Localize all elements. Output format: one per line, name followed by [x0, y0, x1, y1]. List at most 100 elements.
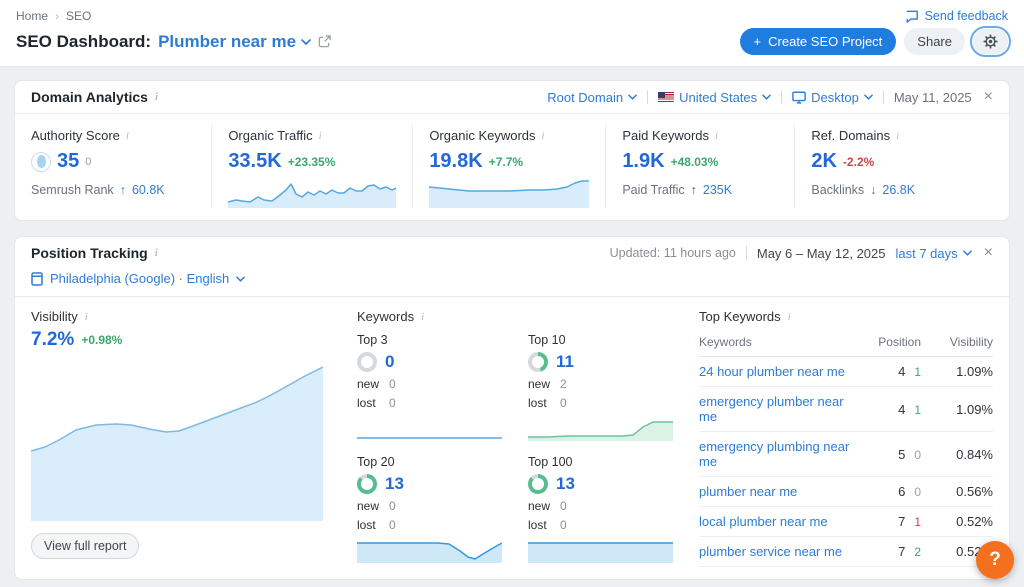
- info-icon[interactable]: i: [154, 247, 158, 259]
- bucket-value[interactable]: 0: [385, 352, 395, 371]
- chevron-down-icon: [628, 94, 637, 100]
- bucket-top-100: Top 100 13 new 0 lost 0: [528, 455, 673, 563]
- metric-authority-score: Authority Score i 35 0 Semrush Rank ↑ 60.…: [15, 125, 211, 208]
- bucket-label: Top 10: [528, 333, 566, 347]
- new-label: new: [528, 499, 551, 513]
- breadcrumb-home[interactable]: Home: [16, 9, 49, 23]
- info-icon[interactable]: i: [84, 310, 88, 323]
- sub-label: Paid Traffic: [622, 183, 685, 197]
- metric-value[interactable]: 1.9K: [622, 150, 665, 172]
- bucket-value[interactable]: 11: [556, 352, 574, 371]
- metric-change: +23.35%: [287, 154, 336, 169]
- divider: [647, 90, 649, 104]
- metric-value[interactable]: 33.5K: [228, 150, 282, 172]
- project-selector[interactable]: Plumber near me: [158, 32, 311, 52]
- info-icon[interactable]: i: [318, 129, 322, 142]
- info-icon[interactable]: i: [421, 310, 425, 323]
- visibility-value: 7.2%: [31, 329, 75, 350]
- top-keywords-table: Keywords Position Visibility 24 hour plu…: [699, 332, 993, 567]
- sub-value[interactable]: 60.8K: [131, 183, 165, 197]
- position-change: 0: [914, 485, 921, 499]
- close-icon[interactable]: ×: [983, 88, 993, 105]
- lost-label: lost: [528, 518, 547, 532]
- top-keywords-section: Top Keywords i Keywords Position Visibil…: [699, 309, 993, 567]
- top-bar: Home › SEO Send feedback SEO Dashboard: …: [0, 0, 1024, 67]
- project-name: Plumber near me: [158, 31, 297, 51]
- keyword-link[interactable]: local plumber near me: [699, 506, 855, 537]
- bucket-label: Top 100: [528, 455, 573, 469]
- info-icon[interactable]: i: [715, 129, 719, 142]
- sub-label: Semrush Rank: [31, 183, 114, 197]
- settings-button[interactable]: [970, 26, 1011, 57]
- col-header-visibility: Visibility: [921, 332, 993, 357]
- info-icon[interactable]: i: [787, 310, 791, 323]
- info-icon[interactable]: i: [154, 91, 159, 103]
- metric-label: Ref. Domains: [811, 128, 891, 143]
- metric-label: Organic Keywords: [429, 128, 536, 143]
- sub-value[interactable]: 26.8K: [882, 183, 916, 197]
- root-domain-dropdown[interactable]: Root Domain: [547, 90, 637, 105]
- plus-icon: +: [753, 34, 762, 49]
- visibility-cell: 1.09%: [921, 386, 993, 432]
- breadcrumb-seo[interactable]: SEO: [66, 9, 92, 23]
- down-arrow-icon: ↓: [870, 183, 877, 197]
- sub-value[interactable]: 235K: [702, 183, 733, 197]
- new-label: new: [357, 377, 380, 391]
- bucket-top-10: Top 10 11 new 2 lost 0: [528, 333, 673, 441]
- position-change: 2: [914, 545, 921, 559]
- root-domain-label: Root Domain: [547, 89, 624, 105]
- keyword-link[interactable]: emergency plumbing near me: [699, 431, 855, 477]
- share-button[interactable]: Share: [904, 28, 965, 55]
- location-selector[interactable]: Philadelphia (Google) · English: [15, 269, 1009, 296]
- metric-value[interactable]: 2K: [811, 150, 837, 172]
- info-icon[interactable]: i: [896, 129, 900, 142]
- external-link-icon[interactable]: [318, 35, 331, 48]
- lost-label: lost: [357, 518, 376, 532]
- position-change: 0: [914, 447, 921, 462]
- visibility-cell: 1.09%: [921, 356, 993, 387]
- lost-label: lost: [357, 396, 376, 410]
- bucket-value[interactable]: 13: [556, 474, 575, 493]
- chevron-down-icon: [762, 94, 771, 100]
- info-icon[interactable]: i: [125, 129, 129, 142]
- keyword-link[interactable]: emergency plumber near me: [699, 386, 855, 432]
- domain-analytics-panel: Domain Analytics i Root Domain United St…: [14, 80, 1010, 221]
- new-value: 0: [389, 377, 396, 391]
- top-3-sparkline: [357, 437, 502, 439]
- country-label: United States: [679, 89, 758, 105]
- country-dropdown[interactable]: United States: [658, 90, 771, 105]
- date-range-label: May 6 – May 12, 2025: [756, 245, 886, 261]
- send-feedback-link[interactable]: Send feedback: [905, 9, 1008, 23]
- metric-value[interactable]: 19.8K: [429, 150, 483, 172]
- domain-analytics-title: Domain Analytics: [31, 89, 148, 105]
- chevron-down-icon: [864, 94, 873, 100]
- keyword-link[interactable]: plumber service near me: [699, 536, 855, 567]
- metric-label: Authority Score: [31, 128, 120, 143]
- create-seo-project-button[interactable]: + Create SEO Project: [739, 28, 897, 55]
- send-feedback-label: Send feedback: [924, 9, 1008, 23]
- chevron-down-icon: [236, 275, 246, 282]
- keyword-link[interactable]: 24 hour plumber near me: [699, 356, 855, 387]
- position-value: 7: [898, 514, 906, 529]
- create-seo-project-label: Create SEO Project: [768, 34, 883, 49]
- position-change: 1: [914, 402, 921, 417]
- col-header-position: Position: [855, 332, 921, 357]
- bucket-value[interactable]: 13: [385, 474, 404, 493]
- gear-icon: [983, 34, 998, 49]
- help-button[interactable]: ?: [976, 541, 1014, 579]
- device-dropdown[interactable]: Desktop: [792, 90, 873, 105]
- keyword-link[interactable]: plumber near me: [699, 476, 855, 507]
- close-icon[interactable]: ×: [983, 244, 993, 261]
- bucket-label: Top 20: [357, 455, 395, 469]
- info-icon[interactable]: i: [541, 129, 545, 142]
- visibility-cell: 0.84%: [921, 431, 993, 477]
- da-date-label: May 11, 2025: [893, 89, 972, 105]
- date-range-dropdown[interactable]: last 7 days: [896, 246, 972, 261]
- new-value: 2: [560, 377, 567, 391]
- view-full-report-button[interactable]: View full report: [31, 533, 140, 559]
- divider: [882, 90, 884, 104]
- bucket-label: Top 3: [357, 333, 388, 347]
